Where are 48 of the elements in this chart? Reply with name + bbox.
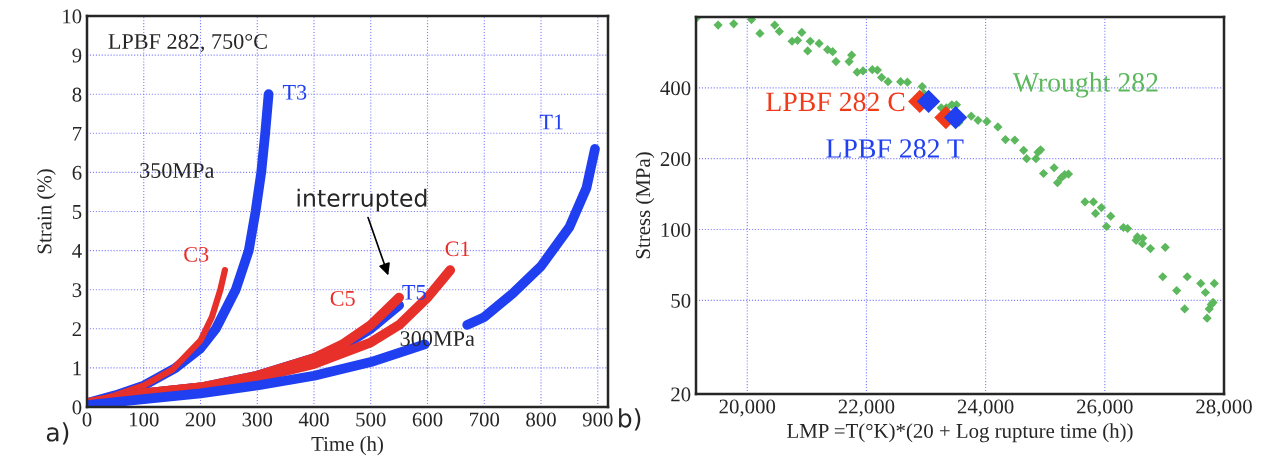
series-label: C1 xyxy=(445,241,470,257)
annotation: interrupted xyxy=(297,188,427,212)
y-tick-label: 9 xyxy=(72,48,82,63)
y-tick-label: 2 xyxy=(72,322,81,337)
y-tick-label: 4 xyxy=(72,244,82,258)
x-tick-label: 200 xyxy=(185,412,216,427)
x-tick-label: 28,000 xyxy=(1196,399,1252,417)
y-tick-label: 8 xyxy=(72,87,82,102)
y-tick-label: 7 xyxy=(73,126,82,141)
y-tick-label: 100 xyxy=(661,222,691,237)
y-axis-title: Strain (%) xyxy=(36,169,56,254)
annotation: 300MPa xyxy=(400,331,475,347)
y-tick-label: 3 xyxy=(72,283,82,298)
x-axis-title: Time (h) xyxy=(311,436,383,456)
x-tick-label: 300 xyxy=(242,412,273,427)
x-axis-title: LMP =T(°K)*(20 + Log rupture time (h)) xyxy=(787,423,1133,443)
y-tick-label: 10 xyxy=(63,9,82,24)
x-tick-label: 400 xyxy=(298,412,329,427)
x-tick-label: 22,000 xyxy=(838,399,895,417)
series-label: C5 xyxy=(330,290,355,306)
x-tick-label: 24,000 xyxy=(957,399,1014,417)
y-axis-title: Stress (MPa) xyxy=(635,152,655,259)
x-tick-label: 100 xyxy=(129,412,159,427)
x-tick-label: 20,000 xyxy=(719,399,776,417)
y-tick-label: 400 xyxy=(660,81,691,96)
x-tick-label: 500 xyxy=(356,412,386,427)
series-label: T1 xyxy=(539,114,563,130)
x-tick-label: 26,000 xyxy=(1077,399,1133,417)
x-tick-label: 700 xyxy=(470,412,500,427)
series-label: LPBF 282 T xyxy=(826,139,964,158)
text: b) xyxy=(619,408,641,431)
annotation: LPBF 282, 750°C xyxy=(108,33,267,53)
y-tick-label: 20 xyxy=(671,387,691,402)
y-tick-label: 1 xyxy=(73,361,81,376)
y-tick-label: 5 xyxy=(72,205,82,219)
series-label: LPBF 282 C xyxy=(766,92,905,112)
text: a) xyxy=(46,422,69,445)
x-tick-label: 900 xyxy=(582,412,613,427)
y-tick-label: 200 xyxy=(660,152,691,167)
y-tick-label: 50 xyxy=(671,293,691,308)
series-label: C3 xyxy=(184,246,209,262)
series-label: Wrought 282 xyxy=(1012,72,1158,98)
x-tick-label: 600 xyxy=(412,412,443,427)
series-label: T3 xyxy=(282,84,307,100)
x-tick-label: 800 xyxy=(526,412,556,427)
annotation: 350MPa xyxy=(140,162,215,178)
series-label: T5 xyxy=(402,285,426,300)
y-tick-label: 6 xyxy=(72,165,82,180)
